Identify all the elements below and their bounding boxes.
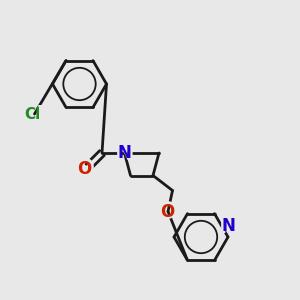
Text: O: O: [157, 200, 178, 224]
Text: O: O: [77, 160, 92, 178]
Text: O: O: [74, 157, 95, 181]
Text: Cl: Cl: [20, 105, 44, 124]
Text: N: N: [118, 144, 131, 162]
Text: Cl: Cl: [24, 107, 40, 122]
Text: N: N: [115, 141, 134, 165]
Text: N: N: [219, 214, 238, 238]
Text: O: O: [160, 203, 175, 221]
Text: N: N: [222, 217, 236, 235]
